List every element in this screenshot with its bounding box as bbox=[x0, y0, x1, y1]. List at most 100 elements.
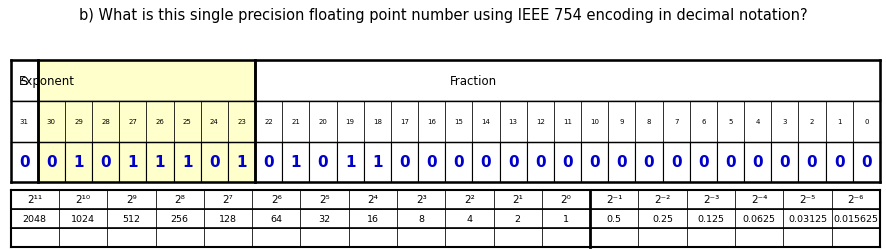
Text: 27: 27 bbox=[128, 119, 137, 125]
Bar bbox=[348, 228, 397, 248]
Text: 0: 0 bbox=[588, 155, 599, 170]
Text: 11: 11 bbox=[563, 119, 571, 125]
Text: 10: 10 bbox=[589, 119, 599, 125]
Bar bbox=[282, 102, 309, 142]
Bar bbox=[300, 209, 348, 228]
Text: 0: 0 bbox=[534, 155, 545, 170]
Bar bbox=[589, 209, 638, 228]
Text: 2³: 2³ bbox=[416, 194, 426, 204]
Bar bbox=[11, 228, 58, 248]
Bar bbox=[445, 228, 493, 248]
Bar bbox=[580, 102, 608, 142]
Bar bbox=[107, 228, 155, 248]
Bar bbox=[391, 142, 417, 182]
Bar bbox=[252, 209, 300, 228]
Text: 8: 8 bbox=[646, 119, 650, 125]
Bar bbox=[831, 190, 879, 209]
Text: 256: 256 bbox=[170, 214, 189, 223]
Text: 26: 26 bbox=[155, 119, 164, 125]
Bar bbox=[252, 228, 300, 248]
Bar bbox=[92, 102, 119, 142]
Text: 0: 0 bbox=[833, 155, 843, 170]
Bar bbox=[716, 102, 743, 142]
Bar bbox=[204, 209, 252, 228]
Bar bbox=[689, 142, 716, 182]
Text: S: S bbox=[20, 76, 27, 86]
Text: 0: 0 bbox=[100, 155, 111, 170]
Bar bbox=[348, 209, 397, 228]
Bar bbox=[782, 209, 831, 228]
Text: 1024: 1024 bbox=[71, 214, 95, 223]
Bar bbox=[337, 142, 363, 182]
Text: Exponent: Exponent bbox=[19, 75, 74, 88]
Text: 3: 3 bbox=[781, 119, 786, 125]
Text: 0: 0 bbox=[209, 155, 220, 170]
Bar bbox=[734, 228, 782, 248]
Bar bbox=[825, 102, 851, 142]
Text: 30: 30 bbox=[47, 119, 56, 125]
Text: 2⁹: 2⁹ bbox=[126, 194, 136, 204]
Text: 0: 0 bbox=[508, 155, 518, 170]
Text: 21: 21 bbox=[291, 119, 300, 125]
Bar bbox=[782, 228, 831, 248]
Bar bbox=[526, 102, 553, 142]
Bar bbox=[689, 102, 716, 142]
Bar bbox=[541, 209, 589, 228]
Bar bbox=[11, 61, 38, 102]
Text: 2⁶: 2⁶ bbox=[270, 194, 282, 204]
Bar bbox=[363, 102, 391, 142]
Bar bbox=[146, 142, 174, 182]
Text: 6: 6 bbox=[700, 119, 704, 125]
Text: 2⁻²: 2⁻² bbox=[654, 194, 670, 204]
Text: 7: 7 bbox=[673, 119, 678, 125]
Text: 2048: 2048 bbox=[23, 214, 47, 223]
Bar bbox=[417, 142, 445, 182]
Text: 0.5: 0.5 bbox=[606, 214, 621, 223]
Text: 0.0625: 0.0625 bbox=[742, 214, 774, 223]
Text: 4: 4 bbox=[755, 119, 759, 125]
Text: 20: 20 bbox=[318, 119, 327, 125]
Bar bbox=[554, 142, 580, 182]
Text: 19: 19 bbox=[346, 119, 354, 125]
Bar bbox=[686, 228, 734, 248]
Text: 1: 1 bbox=[563, 214, 568, 223]
Bar bbox=[445, 102, 472, 142]
Bar bbox=[174, 102, 200, 142]
Bar bbox=[174, 142, 200, 182]
Bar bbox=[541, 228, 589, 248]
Bar bbox=[119, 142, 146, 182]
Text: 22: 22 bbox=[264, 119, 273, 125]
Bar bbox=[589, 190, 638, 209]
Text: 1: 1 bbox=[128, 155, 138, 170]
Text: 0: 0 bbox=[263, 155, 274, 170]
Bar bbox=[255, 61, 879, 102]
Text: 8: 8 bbox=[417, 214, 424, 223]
Bar bbox=[391, 102, 417, 142]
Text: 2¹¹: 2¹¹ bbox=[27, 194, 43, 204]
Bar bbox=[686, 209, 734, 228]
Bar bbox=[743, 142, 770, 182]
Bar bbox=[825, 142, 851, 182]
Text: 0: 0 bbox=[805, 155, 816, 170]
Text: 23: 23 bbox=[237, 119, 245, 125]
Bar bbox=[638, 209, 686, 228]
Text: 13: 13 bbox=[508, 119, 517, 125]
Text: 0: 0 bbox=[616, 155, 626, 170]
Bar bbox=[300, 228, 348, 248]
Text: 25: 25 bbox=[183, 119, 191, 125]
Bar bbox=[445, 209, 493, 228]
Bar bbox=[255, 142, 282, 182]
Bar bbox=[493, 228, 541, 248]
Bar bbox=[782, 190, 831, 209]
Text: 0: 0 bbox=[725, 155, 735, 170]
Text: 2⁵: 2⁵ bbox=[319, 194, 330, 204]
Bar bbox=[797, 142, 825, 182]
Bar bbox=[638, 228, 686, 248]
Text: 1: 1 bbox=[236, 155, 246, 170]
Text: b) What is this single precision floating point number using IEEE 754 encoding i: b) What is this single precision floatin… bbox=[79, 8, 807, 22]
Bar bbox=[734, 190, 782, 209]
Bar bbox=[38, 142, 65, 182]
Bar bbox=[493, 209, 541, 228]
Text: 2⁸: 2⁸ bbox=[174, 194, 185, 204]
Text: 2⁴: 2⁴ bbox=[367, 194, 377, 204]
